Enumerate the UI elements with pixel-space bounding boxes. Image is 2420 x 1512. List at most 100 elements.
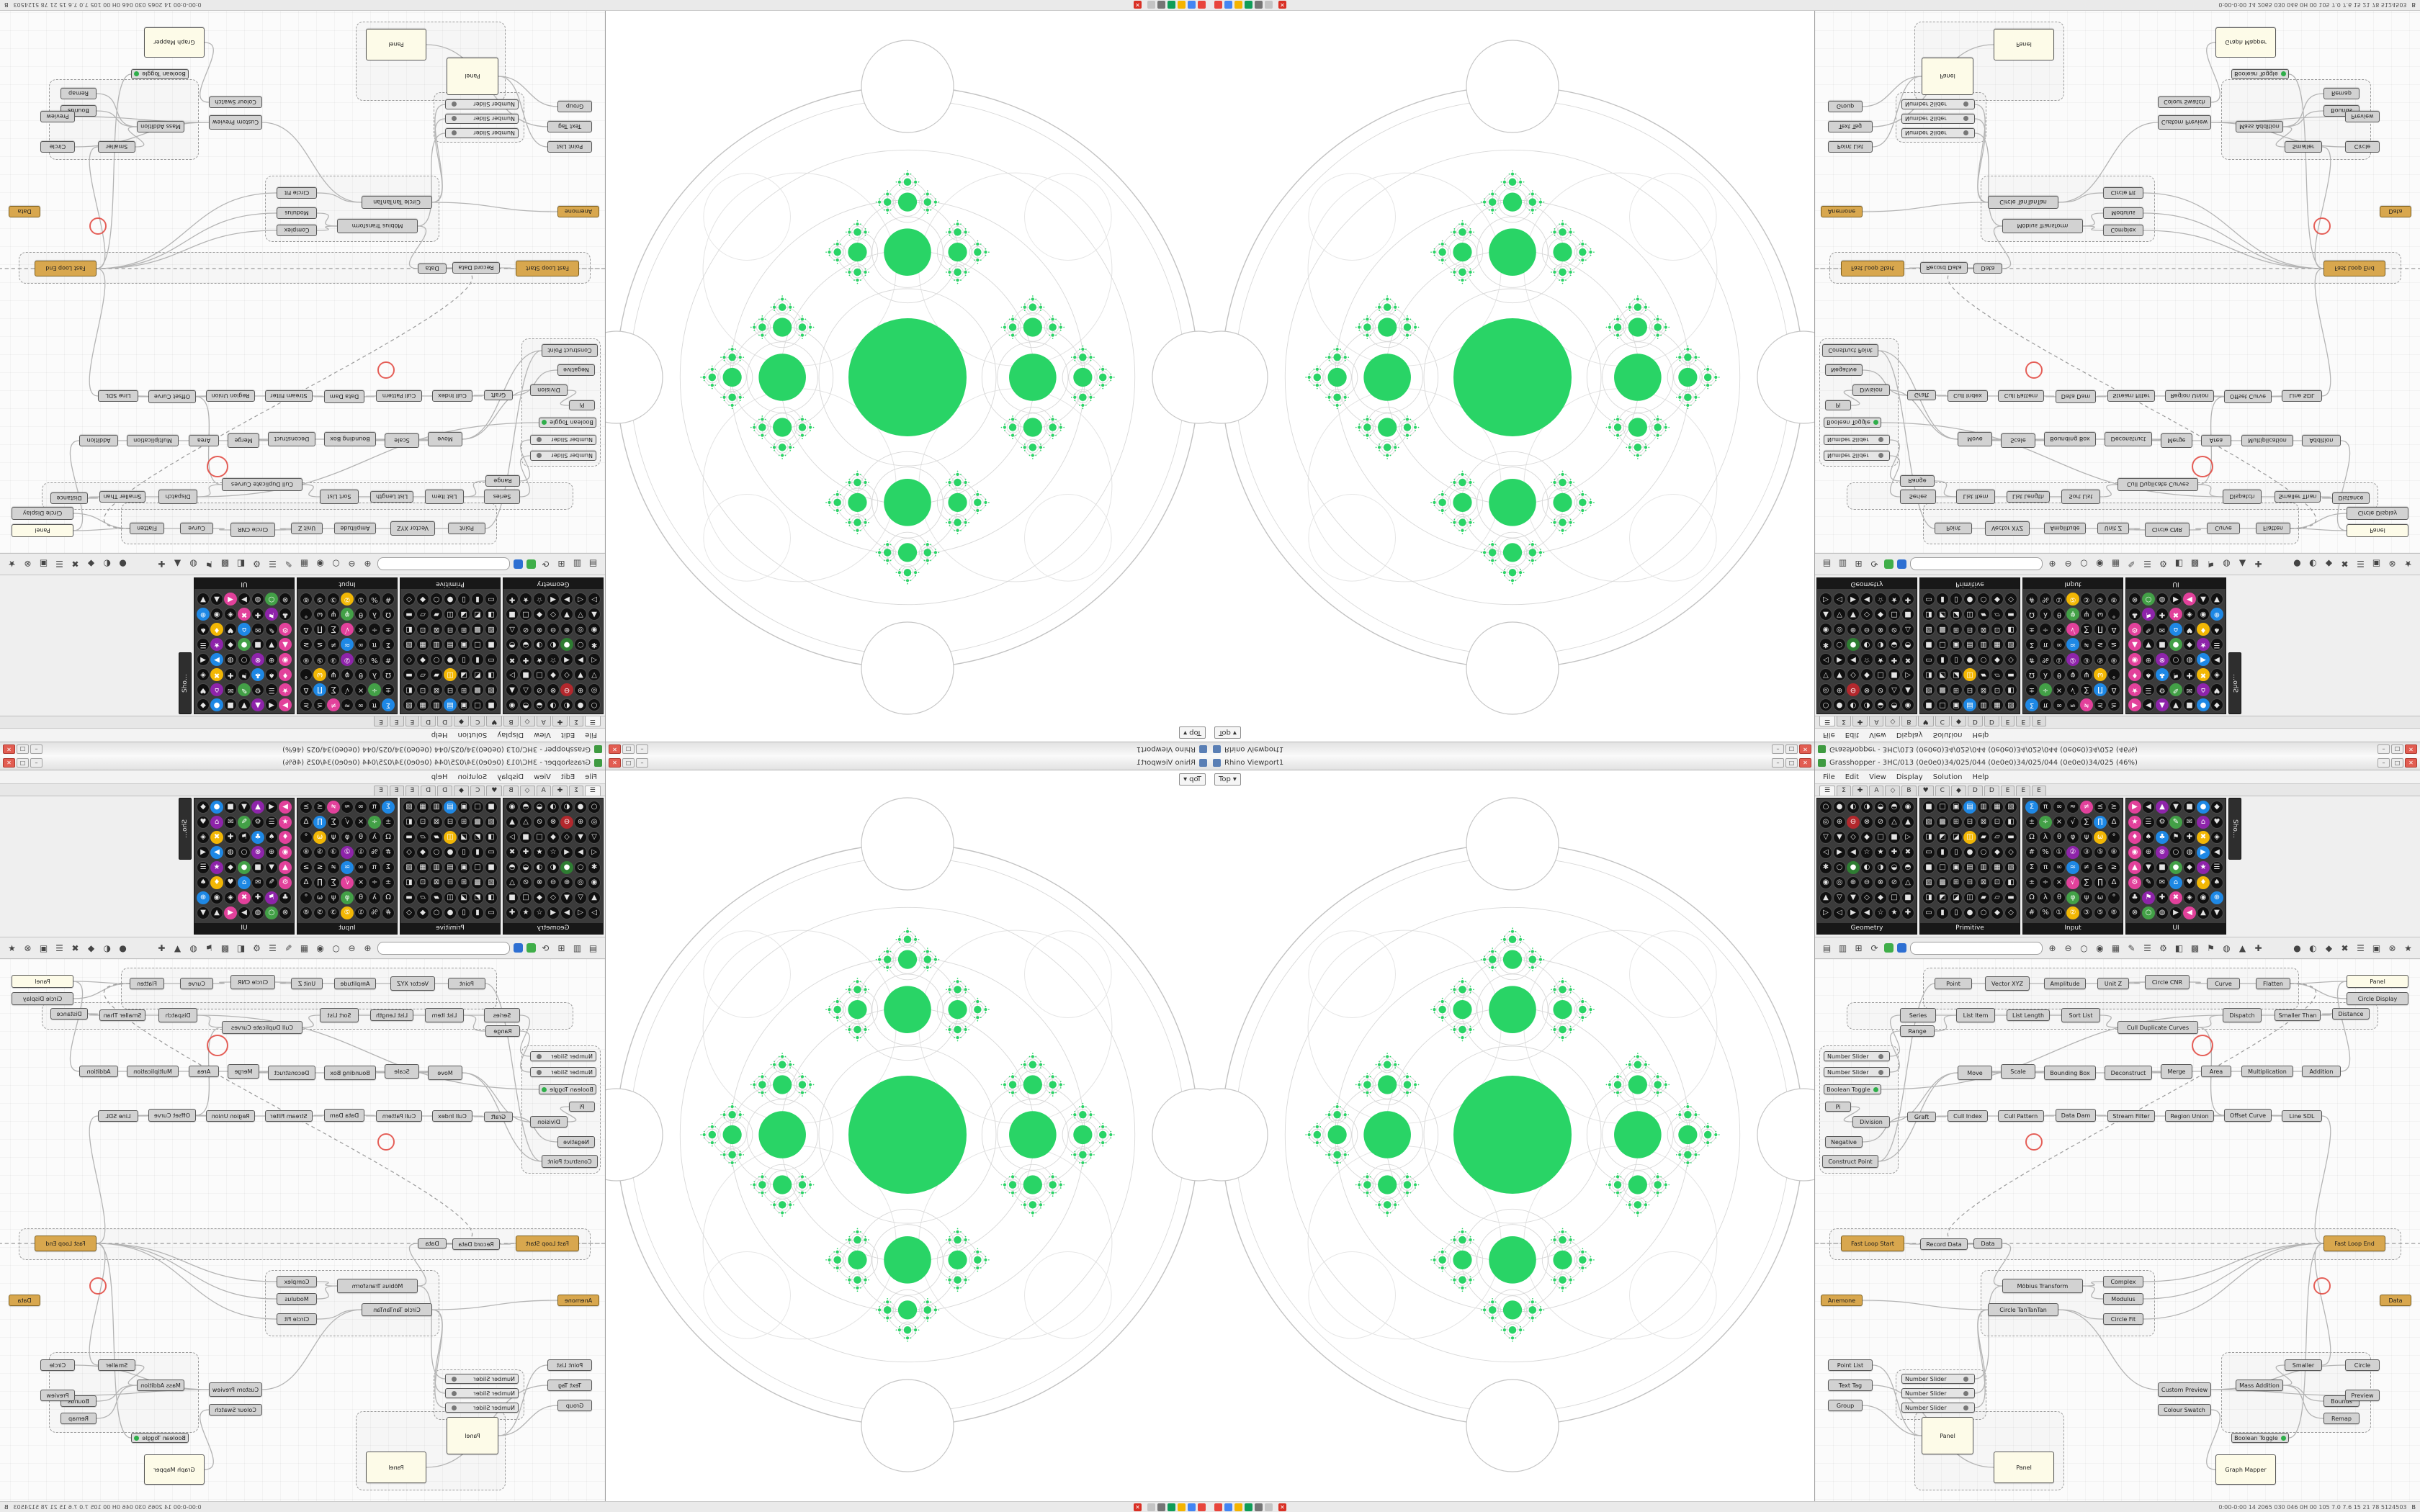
component-icon[interactable]: ●: [1847, 638, 1860, 651]
gh-node-area[interactable]: Area: [189, 435, 219, 446]
toolbar-icon[interactable]: ▩: [2190, 942, 2200, 953]
component-icon[interactable]: ◩: [1936, 831, 1949, 844]
taskbar-app-icon[interactable]: [1198, 1, 1206, 9]
component-icon[interactable]: ⊗: [279, 593, 292, 606]
component-icon[interactable]: ◍: [2183, 653, 2196, 666]
component-icon[interactable]: √: [2066, 623, 2079, 636]
component-icon[interactable]: ◉: [210, 608, 223, 621]
gh-node-m-bius-transform[interactable]: Möbius Transform: [2002, 1279, 2083, 1293]
maximize-button[interactable]: □: [2391, 744, 2403, 754]
gh-node-sort-list[interactable]: Sort List: [2061, 1008, 2100, 1022]
component-icon[interactable]: ▲: [1819, 891, 1832, 904]
toolbar-accent-icon[interactable]: [514, 943, 523, 953]
component-icon[interactable]: □: [471, 638, 484, 651]
toolbar-icon[interactable]: ◉: [316, 942, 324, 953]
component-icon[interactable]: ■: [485, 861, 498, 874]
component-icon[interactable]: ◇: [2004, 906, 2017, 919]
component-icon[interactable]: ▰: [430, 668, 443, 681]
component-icon[interactable]: ◆: [2210, 698, 2223, 711]
component-icon[interactable]: ♦: [2197, 876, 2210, 889]
component-icon[interactable]: ✉: [224, 816, 237, 829]
component-icon[interactable]: ◎: [574, 623, 587, 636]
gh-node-move[interactable]: Move: [1958, 432, 1992, 446]
component-icon[interactable]: ⊕: [2210, 608, 2223, 621]
component-icon[interactable]: ☰: [265, 816, 278, 829]
component-icon[interactable]: ②: [341, 846, 354, 859]
gh-node-point-list[interactable]: Point List: [1828, 141, 1873, 153]
component-icon[interactable]: ★: [1888, 593, 1901, 606]
category-tab[interactable]: ◇: [519, 786, 535, 796]
component-icon[interactable]: ∑: [327, 623, 340, 636]
component-icon[interactable]: ⑤: [313, 846, 326, 859]
component-icon[interactable]: ✚: [251, 608, 264, 621]
component-icon[interactable]: #: [2025, 593, 2038, 606]
gh-node-number-slider[interactable]: Number Slider: [445, 99, 519, 109]
component-icon[interactable]: ψ: [327, 668, 340, 681]
viewport-view-menu[interactable]: Top ▾: [1214, 773, 1241, 786]
component-icon[interactable]: λ: [2039, 608, 2052, 621]
gh-node-cull-duplicate-curves[interactable]: Cull Duplicate Curves: [222, 1021, 302, 1034]
component-icon[interactable]: ⚑: [238, 668, 251, 681]
gh-node-number-slider[interactable]: Number Slider: [1824, 435, 1890, 445]
close-button[interactable]: ✕: [3, 744, 15, 754]
toolbar-file-icon[interactable]: ▥: [573, 559, 582, 570]
component-icon[interactable]: ⊠: [430, 876, 443, 889]
component-icon[interactable]: #: [2025, 653, 2038, 666]
component-icon[interactable]: ◁: [574, 593, 587, 606]
component-icon[interactable]: ▦: [1991, 698, 2004, 711]
component-icon[interactable]: ②: [341, 653, 354, 666]
component-icon[interactable]: ✖: [210, 668, 223, 681]
component-icon[interactable]: ●: [444, 906, 457, 919]
gh-node-fast-loop-start[interactable]: Fast Loop Start: [516, 261, 579, 276]
toolbar-icon[interactable]: ✚: [158, 559, 166, 570]
gh-node-mass-addition[interactable]: Mass Addition: [2236, 1380, 2283, 1391]
component-icon[interactable]: ≈: [2066, 638, 2079, 651]
toolbar-icon[interactable]: ★: [8, 559, 16, 570]
component-icon[interactable]: ⊕: [265, 653, 278, 666]
category-tab[interactable]: A: [1869, 716, 1884, 726]
gh-node-graft[interactable]: Graft: [484, 1112, 513, 1122]
toolbar-icon[interactable]: ✎: [2128, 559, 2136, 570]
component-icon[interactable]: ○: [2142, 593, 2155, 606]
component-icon[interactable]: ▶: [1833, 653, 1846, 666]
gh-node-point-list[interactable]: Point List: [547, 1359, 592, 1371]
gh-node-anemone[interactable]: Anemone: [1821, 206, 1863, 217]
component-icon[interactable]: ▥: [1977, 638, 1990, 651]
component-icon[interactable]: ○: [1977, 653, 1990, 666]
component-icon[interactable]: ▩: [1936, 876, 1949, 889]
component-icon[interactable]: ▮: [471, 653, 484, 666]
component-icon[interactable]: Δ: [300, 876, 313, 889]
component-icon[interactable]: ◒: [1888, 861, 1901, 874]
component-icon[interactable]: ω: [2094, 831, 2107, 844]
component-icon[interactable]: ⊗: [1860, 816, 1873, 829]
component-icon[interactable]: ▲: [588, 608, 601, 621]
component-icon[interactable]: ◆: [1991, 906, 2004, 919]
component-icon[interactable]: ◇: [547, 608, 560, 621]
component-icon[interactable]: ▷: [588, 906, 601, 919]
gh-node-cull-index[interactable]: Cull Index: [1948, 1110, 1988, 1122]
component-icon[interactable]: ▶: [210, 653, 223, 666]
gh-node-complex[interactable]: Complex: [277, 225, 317, 236]
component-icon[interactable]: ♥: [224, 876, 237, 889]
component-icon[interactable]: ◀: [2210, 846, 2223, 859]
component-icon[interactable]: ✖: [2197, 668, 2210, 681]
gh-node-merge[interactable]: Merge: [228, 1064, 259, 1079]
component-icon[interactable]: ■: [1888, 668, 1901, 681]
component-icon[interactable]: ⚙: [279, 623, 292, 636]
component-icon[interactable]: ⊕: [560, 876, 573, 889]
component-icon[interactable]: ▣: [1950, 861, 1963, 874]
component-icon[interactable]: ✱: [1819, 638, 1832, 651]
component-icon[interactable]: ✚: [2183, 831, 2196, 844]
component-icon[interactable]: ▲: [506, 816, 519, 829]
minimize-button[interactable]: –: [2378, 744, 2390, 754]
component-icon[interactable]: ▼: [197, 906, 210, 919]
gh-node-construct-point[interactable]: Construct Point: [542, 344, 598, 357]
gh-node-region-union[interactable]: Region Union: [206, 390, 255, 402]
gh-node-panel[interactable]: Panel: [12, 975, 73, 988]
component-icon[interactable]: ×: [2053, 683, 2066, 696]
component-icon[interactable]: ✎: [265, 623, 278, 636]
gh-node-unit-z[interactable]: Unit Z: [2097, 978, 2129, 989]
component-icon[interactable]: ◈: [2183, 608, 2196, 621]
component-icon[interactable]: ◓: [1901, 861, 1914, 874]
component-icon[interactable]: ◪: [457, 668, 470, 681]
